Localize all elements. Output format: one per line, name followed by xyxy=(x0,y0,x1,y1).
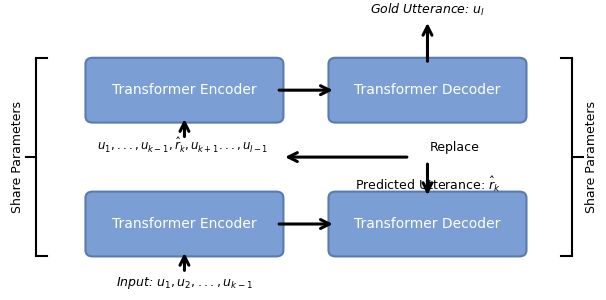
FancyBboxPatch shape xyxy=(85,58,284,123)
Text: Gold Utterance: $u_l$: Gold Utterance: $u_l$ xyxy=(370,2,485,18)
Text: Transformer Encoder: Transformer Encoder xyxy=(112,217,257,231)
Text: Share Parameters: Share Parameters xyxy=(11,101,24,213)
FancyBboxPatch shape xyxy=(85,192,284,256)
FancyBboxPatch shape xyxy=(328,192,527,256)
Text: Replace: Replace xyxy=(430,141,480,154)
Text: Transformer Decoder: Transformer Decoder xyxy=(355,217,501,231)
Text: Share Parameters: Share Parameters xyxy=(585,101,598,213)
Text: $u_1, ..., u_{k-1}, \hat{r}_k, u_{k+1} ..., u_{l-1}$: $u_1, ..., u_{k-1}, \hat{r}_k, u_{k+1} .… xyxy=(98,136,269,155)
Text: Transformer Encoder: Transformer Encoder xyxy=(112,83,257,97)
FancyBboxPatch shape xyxy=(328,58,527,123)
Text: Predicted Utterance: $\hat{r}_k$: Predicted Utterance: $\hat{r}_k$ xyxy=(355,175,501,194)
Text: Input: $u_1, u_2, ..., u_{k-1}$: Input: $u_1, u_2, ..., u_{k-1}$ xyxy=(116,275,253,291)
Text: Transformer Decoder: Transformer Decoder xyxy=(355,83,501,97)
